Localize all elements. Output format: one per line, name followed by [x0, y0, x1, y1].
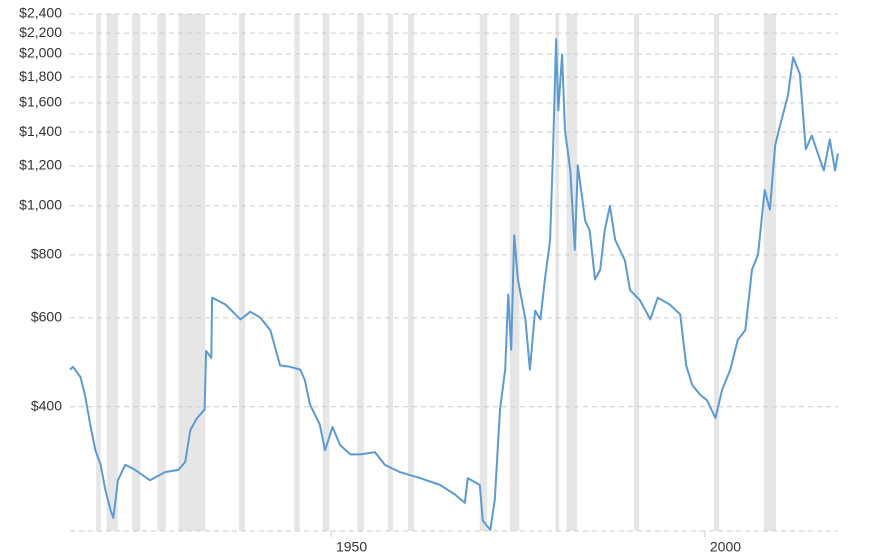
y-tick-label: $1,400	[19, 123, 62, 139]
recession-band	[387, 14, 394, 531]
recession-band	[357, 14, 364, 531]
y-tick-label: $2,200	[19, 24, 62, 40]
y-tick-label: $1,800	[19, 68, 62, 84]
y-tick-label: $1,000	[19, 197, 62, 213]
x-tick-label: 2000	[710, 539, 741, 555]
recession-band	[633, 14, 640, 531]
recession-band	[713, 14, 720, 531]
recession-band	[408, 14, 414, 531]
recession-band	[322, 14, 330, 531]
recession-band	[566, 14, 578, 531]
y-tick-label: $1,200	[19, 157, 62, 173]
recession-band	[106, 14, 118, 531]
recession-band	[157, 14, 166, 531]
y-tick-label: $1,600	[19, 94, 62, 110]
recession-band	[555, 14, 560, 531]
recession-band	[96, 14, 101, 531]
y-tick-label: $600	[31, 309, 62, 325]
y-tick-label: $2,400	[19, 5, 62, 21]
recession-band	[294, 14, 300, 531]
y-tick-label: $800	[31, 246, 62, 262]
recession-band	[479, 14, 488, 531]
recession-band	[763, 14, 776, 531]
recession-band	[239, 14, 245, 531]
y-tick-label: $2,000	[19, 45, 62, 61]
x-tick-label: 1950	[336, 539, 367, 555]
recession-band	[132, 14, 141, 531]
y-tick-label: $400	[31, 398, 62, 414]
recession-band	[509, 14, 520, 531]
price-line	[69, 38, 839, 531]
recession-band	[178, 14, 206, 531]
